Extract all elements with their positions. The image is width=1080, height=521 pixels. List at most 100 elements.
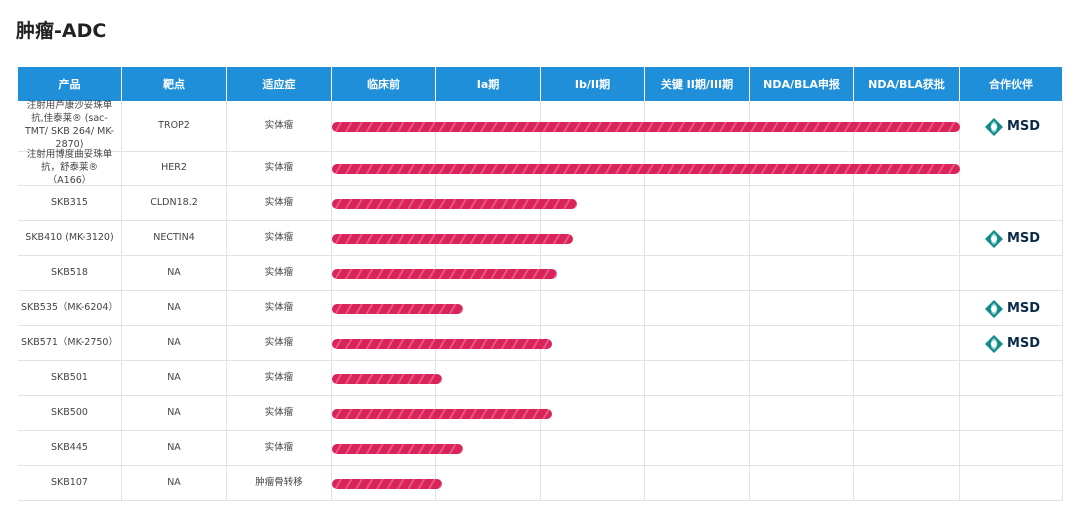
table-cell: HER2 xyxy=(122,152,227,186)
empty-cell xyxy=(541,361,645,396)
progress-bar xyxy=(332,338,552,349)
progress-bar xyxy=(332,303,463,314)
partner-name: MSD xyxy=(1007,301,1041,316)
empty-cell xyxy=(960,256,1063,291)
table-cell: NA xyxy=(122,431,227,466)
table-cell: 实体瘤 xyxy=(227,291,332,326)
table-cell: 实体瘤 xyxy=(227,361,332,396)
empty-cell xyxy=(750,221,854,256)
empty-cell xyxy=(854,221,960,256)
column-header: Ib/II期 xyxy=(541,67,645,101)
logo-icon xyxy=(985,229,1003,248)
table-cell: 实体瘤 xyxy=(227,326,332,361)
table-cell: SKB445 xyxy=(18,431,122,466)
empty-cell xyxy=(541,466,645,501)
empty-cell xyxy=(960,396,1063,431)
empty-cell xyxy=(750,396,854,431)
partner-logo: MSD xyxy=(984,299,1040,319)
table-cell: NA xyxy=(122,326,227,361)
empty-cell xyxy=(960,152,1063,186)
empty-cell xyxy=(436,361,541,396)
empty-cell xyxy=(541,431,645,466)
column-header: 适应症 xyxy=(227,67,332,101)
empty-cell xyxy=(750,186,854,221)
page-title: 肿瘤-ADC xyxy=(16,20,107,42)
table-cell: TROP2 xyxy=(122,101,227,152)
table-cell: NA xyxy=(122,466,227,501)
empty-cell xyxy=(541,221,645,256)
partner-name: MSD xyxy=(1007,336,1041,351)
empty-cell xyxy=(750,291,854,326)
logo-icon xyxy=(985,299,1003,318)
partner-logo: MSD xyxy=(984,334,1040,354)
empty-cell xyxy=(541,186,645,221)
progress-bar xyxy=(332,268,558,279)
column-header: NDA/BLA申报 xyxy=(750,67,854,101)
empty-cell xyxy=(960,431,1063,466)
partner-name: MSD xyxy=(1007,119,1041,134)
progress-bar xyxy=(332,478,442,489)
empty-cell xyxy=(645,466,750,501)
table-cell: SKB571（MK-2750） xyxy=(18,326,122,361)
table-cell: SKB518 xyxy=(18,256,122,291)
table-cell: SKB535（MK-6204） xyxy=(18,291,122,326)
empty-cell xyxy=(436,431,541,466)
empty-cell xyxy=(436,291,541,326)
empty-cell xyxy=(960,101,1063,152)
column-header: 临床前 xyxy=(332,67,436,101)
table-cell: SKB107 xyxy=(18,466,122,501)
column-header: 合作伙伴 xyxy=(960,67,1063,101)
empty-cell xyxy=(645,221,750,256)
logo-icon xyxy=(985,117,1003,136)
table-cell: CLDN18.2 xyxy=(122,186,227,221)
table-cell: NA xyxy=(122,291,227,326)
table-cell: NECTIN4 xyxy=(122,221,227,256)
empty-cell xyxy=(960,326,1063,361)
table-cell: NA xyxy=(122,256,227,291)
empty-cell xyxy=(750,361,854,396)
partner-name: MSD xyxy=(1007,231,1041,246)
table-cell: NA xyxy=(122,396,227,431)
column-header: 产品 xyxy=(18,67,122,101)
progress-bar xyxy=(332,233,573,244)
table-cell: 实体瘤 xyxy=(227,152,332,186)
partner-logo: MSD xyxy=(984,117,1040,137)
table-cell: 注射用博度曲妥珠单抗，舒泰莱® （A166） xyxy=(18,149,122,186)
empty-cell xyxy=(645,256,750,291)
empty-cell xyxy=(645,291,750,326)
empty-cell xyxy=(750,466,854,501)
empty-cell xyxy=(854,326,960,361)
empty-cell xyxy=(645,396,750,431)
empty-cell xyxy=(960,221,1063,256)
empty-cell xyxy=(854,431,960,466)
empty-cell xyxy=(750,326,854,361)
empty-cell xyxy=(645,361,750,396)
table-cell: 肿瘤骨转移 xyxy=(227,466,332,501)
progress-bar xyxy=(332,164,960,174)
table-cell: SKB501 xyxy=(18,361,122,396)
empty-cell xyxy=(854,186,960,221)
column-header: 靶点 xyxy=(122,67,227,101)
empty-cell xyxy=(960,291,1063,326)
progress-bar xyxy=(332,198,577,209)
table-cell: 实体瘤 xyxy=(227,396,332,431)
column-header: 关键 II期/III期 xyxy=(645,67,750,101)
table-cell: 实体瘤 xyxy=(227,101,332,152)
progress-bar xyxy=(332,443,463,454)
empty-cell xyxy=(645,186,750,221)
empty-cell xyxy=(645,431,750,466)
table-cell: 实体瘤 xyxy=(227,431,332,466)
empty-cell xyxy=(645,326,750,361)
table-cell: 实体瘤 xyxy=(227,221,332,256)
empty-cell xyxy=(960,466,1063,501)
table-cell: SKB410 (MK-3120) xyxy=(18,221,122,256)
empty-cell xyxy=(436,466,541,501)
partner-logo: MSD xyxy=(984,229,1040,249)
empty-cell xyxy=(750,256,854,291)
empty-cell xyxy=(854,256,960,291)
table-cell: NA xyxy=(122,361,227,396)
progress-bar xyxy=(332,121,960,132)
empty-cell xyxy=(854,361,960,396)
table-cell: SKB315 xyxy=(18,186,122,221)
table-cell: 注射用芦康沙妥珠单抗,佳泰莱® (sac-TMT/ SKB 264/ MK-28… xyxy=(18,100,122,152)
